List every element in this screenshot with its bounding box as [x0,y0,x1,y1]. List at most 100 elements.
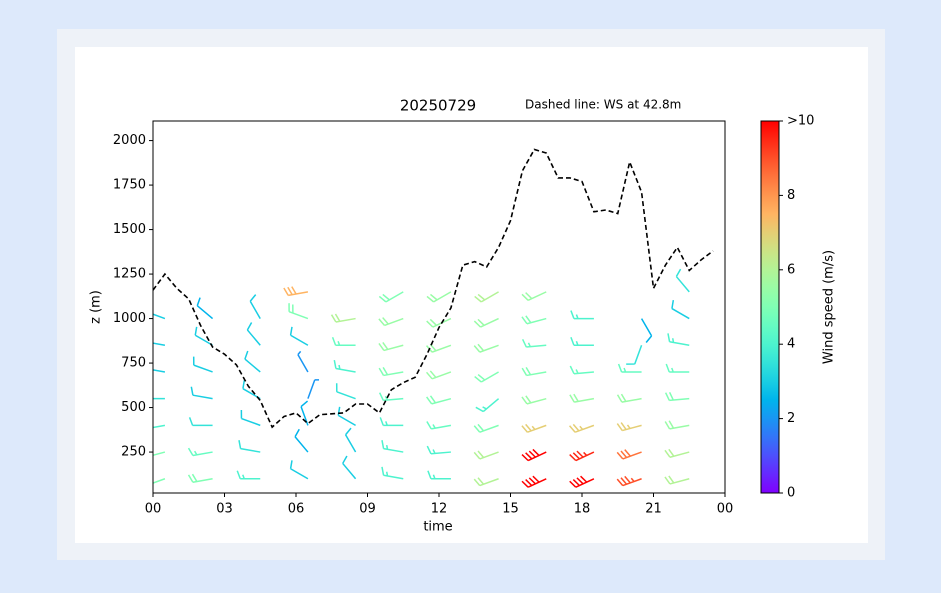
colorbar-tick-label: 6 [787,262,795,277]
wind-barb [616,449,642,460]
colorbar-tick-label: 4 [787,337,795,352]
x-tick-label: 03 [216,502,233,517]
x-tick-label: 09 [359,502,376,517]
plot-frame [152,120,726,494]
wind-barb [246,322,261,346]
wind-barb [426,445,451,455]
y-tick-label: 1750 [113,178,146,193]
wind-barb [616,393,642,403]
wind-barb [192,356,213,373]
wind-barb [675,268,690,293]
wind-barb [616,475,642,487]
chart-title: 20250729 [400,97,476,115]
wind-barb [570,310,594,320]
wind-barb [426,421,452,430]
colorbar-tick-label: >10 [787,114,814,129]
wind-barb [381,440,404,453]
dashed-line [153,148,714,429]
colorbar [760,120,780,494]
wind-barb [190,386,213,400]
wind-barb [379,417,404,427]
wind-barb [330,313,356,323]
wind-barb [153,451,166,457]
x-tick-label: 00 [145,502,162,517]
wind-barb [665,363,690,373]
wind-barb [521,291,547,302]
wind-barb [664,420,690,430]
wind-barb [242,380,261,400]
colorbar-tick-label: 8 [787,188,795,203]
barbs [153,268,690,488]
wind-barb [381,466,404,480]
wind-barb [473,317,499,328]
wind-barb [288,303,309,320]
wind-barb [570,337,594,347]
wind-barb [475,398,500,413]
wind-barb [664,392,690,402]
x-tick-label: 18 [574,502,591,517]
colorbar-label: Wind speed (m/s) [822,250,837,364]
wind-barb [664,448,690,458]
wind-barb [521,475,547,488]
wind-barb [474,291,499,303]
wind-barb [521,423,547,433]
wind-barb [425,370,452,380]
wind-barb [153,342,166,347]
wind-barb [289,460,309,480]
wind-barb [521,367,547,377]
wind-barb [333,359,356,373]
wind-barb [153,369,166,373]
wind-barb [426,291,452,303]
wind-barb [307,379,320,399]
x-tick-label: 12 [431,502,448,517]
y-tick-label: 2000 [113,133,146,148]
x-tick-label: 21 [645,502,662,517]
wind-barb [427,470,451,480]
annotation: Dashed line: WS at 42.8m [525,98,681,112]
wind-barb [568,423,595,433]
wind-barb [378,291,404,303]
wind-barb [569,475,595,488]
wind-barb [671,300,690,320]
wind-barb [569,365,594,375]
wind-barb [521,338,547,348]
wind-barb [667,333,690,347]
wind-barb [236,470,261,480]
wind-barb [342,455,357,480]
y-tick-label: 750 [121,356,146,371]
wind-barb [617,363,642,373]
wind-barb [283,286,309,297]
wind-barb [331,337,356,347]
colorbar-tick-label: 2 [787,411,795,426]
wind-barb [616,422,642,432]
wind-barb [521,315,547,325]
wind-barb [187,473,213,483]
wind-barb [153,313,166,320]
y-tick-label: 1500 [113,222,146,237]
wind-barb [521,395,547,405]
wind-barb [473,450,499,460]
x-tick-label: 15 [502,502,519,517]
wind-barb [153,424,166,429]
x-axis-label: time [423,520,452,535]
wind-barb [426,317,452,328]
wind-barb [426,395,452,405]
y-tick-label: 250 [121,445,146,460]
wind-barb [378,392,404,402]
x-tick-label: 06 [288,502,305,517]
wind-barb [569,393,595,403]
x-tick-label: 00 [717,502,734,517]
wind-barb [335,383,356,400]
panel-inner [75,47,868,543]
wind-barb [297,350,309,373]
wind-barb [187,447,213,457]
wind-barb [249,294,261,319]
wind-barb [473,343,499,353]
wind-barb [640,318,653,343]
wind-barb [194,326,213,346]
y-tick-label: 500 [121,400,146,415]
wind-barb [300,400,309,426]
wind-barb [240,409,261,427]
